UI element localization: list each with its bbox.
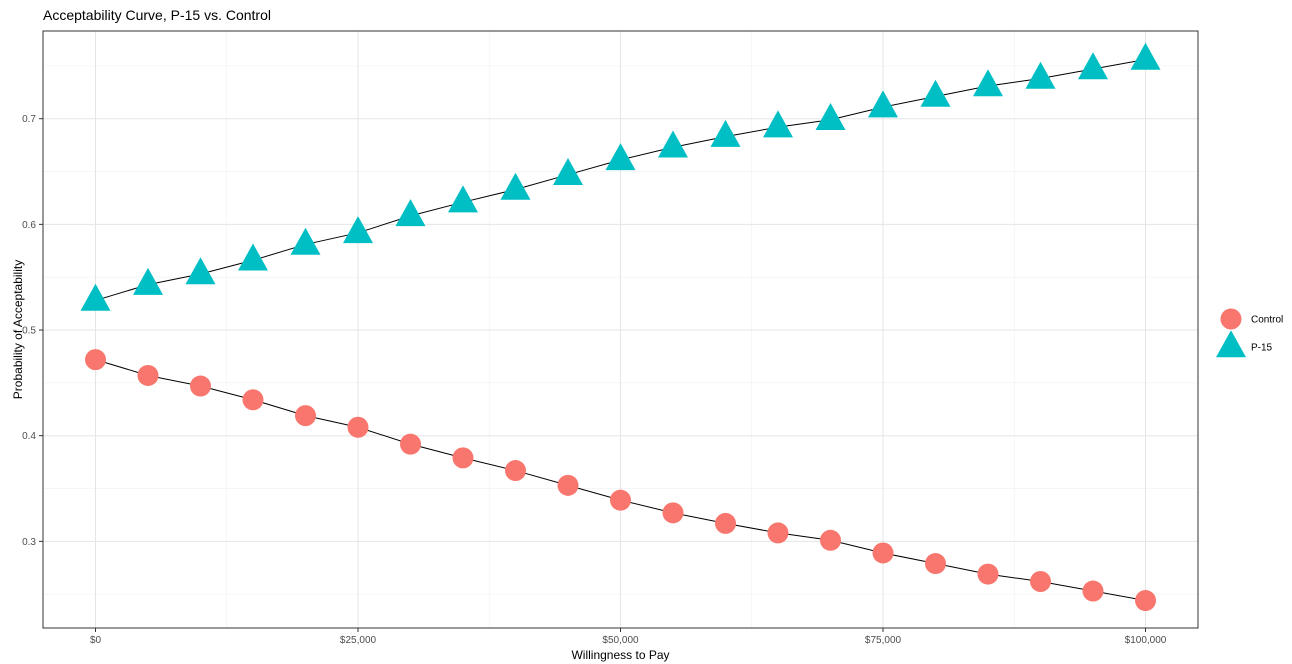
data-point-p-15 <box>448 185 478 213</box>
data-point-p-15 <box>500 172 531 200</box>
data-point-control <box>820 529 841 551</box>
data-point-control <box>505 460 526 482</box>
data-point-p-15 <box>868 90 898 118</box>
data-point-control <box>715 512 736 534</box>
y-tick-label: 0.7 <box>22 114 36 125</box>
data-point-p-15 <box>1130 42 1161 70</box>
legend-key-control <box>1220 308 1242 330</box>
y-axis-title: Probability of Acceptability <box>11 260 25 399</box>
legend-label-control: Control <box>1251 315 1283 326</box>
y-tick-label: 0.3 <box>22 537 36 548</box>
data-point-control <box>610 489 631 511</box>
data-point-control <box>662 502 684 524</box>
x-tick-label: $100,000 <box>1125 635 1167 646</box>
data-point-control <box>347 416 369 438</box>
data-point-control <box>190 375 211 397</box>
data-point-control <box>452 447 474 469</box>
y-tick-label: 0.4 <box>22 431 36 442</box>
point-layer <box>80 42 1161 612</box>
y-tick-label: 0.5 <box>22 326 36 337</box>
data-point-control <box>1135 590 1156 612</box>
data-point-control <box>925 553 946 575</box>
data-point-p-15 <box>133 267 163 295</box>
data-point-control <box>85 349 106 371</box>
data-point-control <box>767 522 789 544</box>
data-point-p-15 <box>290 227 321 255</box>
data-point-p-15 <box>1025 61 1056 89</box>
chart-title: Acceptability Curve, P-15 vs. Control <box>43 7 271 23</box>
x-tick-label: $75,000 <box>865 635 902 646</box>
data-point-p-15 <box>343 216 373 244</box>
x-tick-label: $0 <box>90 635 102 646</box>
data-point-control <box>137 364 159 386</box>
data-point-p-15 <box>710 119 741 147</box>
legend-key-p-15 <box>1216 330 1246 358</box>
data-point-control <box>977 563 999 585</box>
x-tick-label: $50,000 <box>602 635 639 646</box>
data-point-control <box>557 474 579 496</box>
data-point-control <box>400 433 421 455</box>
x-axis-title: Willingness to Pay <box>571 648 669 662</box>
data-point-p-15 <box>763 110 793 138</box>
legend: Control P-15 <box>1216 308 1283 358</box>
data-point-p-15 <box>185 257 216 285</box>
data-point-p-15 <box>238 243 268 271</box>
tick-layer: $0 $25,000 $50,000 $75,000 $100,000 0.3 0.4 0.5… <box>22 114 1167 646</box>
legend-label-p-15: P-15 <box>1251 343 1273 354</box>
grid-layer <box>43 31 1198 628</box>
data-point-p-15 <box>815 103 846 131</box>
data-point-p-15 <box>973 69 1003 97</box>
data-point-control <box>1030 571 1051 593</box>
data-point-control <box>242 389 264 411</box>
data-point-p-15 <box>658 130 688 158</box>
x-tick-label: $25,000 <box>340 635 377 646</box>
data-point-control <box>1082 580 1104 602</box>
y-tick-label: 0.6 <box>22 220 36 231</box>
data-point-p-15 <box>553 157 583 185</box>
data-point-control <box>295 405 316 427</box>
data-point-p-15 <box>80 283 111 311</box>
data-point-p-15 <box>395 199 426 227</box>
data-point-p-15 <box>920 79 951 107</box>
data-point-p-15 <box>1078 52 1108 80</box>
data-point-control <box>872 542 894 564</box>
data-point-p-15 <box>605 143 636 171</box>
